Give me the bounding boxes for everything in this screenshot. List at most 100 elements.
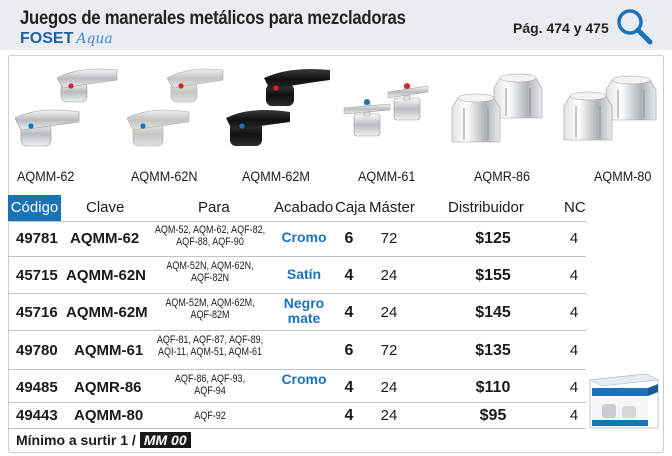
cell-clave: AQMM-62M bbox=[66, 304, 148, 321]
cell-acabado: Cromo bbox=[280, 230, 328, 245]
cell-para: AQF-81, AQF-87, AQF-89, AQI-11, AQM-51, … bbox=[149, 334, 272, 358]
cell-distribuidor: $110 bbox=[475, 379, 511, 396]
cell-master: 24 bbox=[380, 304, 398, 321]
cell-caja: 6 bbox=[344, 230, 354, 247]
product-label: AQMM-62M bbox=[242, 168, 310, 184]
cell-codigo: 45716 bbox=[16, 304, 58, 321]
para-line: AQF-88, AQF-90 bbox=[176, 236, 244, 248]
cell-nc: 4 bbox=[569, 267, 579, 284]
cell-codigo: 49485 bbox=[16, 379, 58, 396]
product-label: AQMM-62N bbox=[131, 168, 198, 184]
product-label: AQMM-61 bbox=[358, 168, 416, 184]
brand-logo: FOSET Aqua bbox=[20, 30, 113, 48]
row-divider bbox=[8, 428, 586, 429]
product-label: AQMM-80 bbox=[594, 168, 652, 184]
row-divider bbox=[8, 402, 586, 403]
page-reference: Pág. 474 y 475 bbox=[513, 20, 609, 36]
black-lever-image bbox=[226, 69, 330, 146]
para-line: AQF-82M bbox=[190, 309, 230, 321]
cell-nc: 4 bbox=[569, 304, 579, 321]
product-label: AQMR-86 bbox=[474, 168, 531, 184]
para-line: AQM-52N, AQM-62N, bbox=[166, 260, 254, 272]
product-aqmr-86: AQMR-86 bbox=[444, 56, 554, 191]
header-caja: Caja bbox=[335, 199, 366, 216]
cell-nc: 4 bbox=[569, 379, 579, 396]
cell-acabado: Negro mate bbox=[280, 296, 328, 326]
cell-master: 72 bbox=[380, 342, 398, 359]
price-table: Código Clave Para Acabado Caja Máster Di… bbox=[8, 195, 586, 430]
cell-distribuidor: $95 bbox=[479, 407, 507, 424]
acabado-line: Cromo bbox=[281, 229, 327, 245]
header-distribuidor: Distribuidor bbox=[448, 199, 524, 216]
para-line: AQF-92 bbox=[194, 410, 226, 422]
product-aqmm-80: AQMM-80 bbox=[554, 56, 664, 191]
cell-master: 24 bbox=[380, 267, 398, 284]
cell-nc: 4 bbox=[569, 407, 579, 424]
cell-clave: AQMM-62 bbox=[70, 230, 140, 247]
product-box-image bbox=[588, 373, 660, 429]
cell-caja: 4 bbox=[344, 407, 354, 424]
cell-codigo: 49443 bbox=[16, 407, 58, 424]
para-line: AQF-94 bbox=[194, 385, 226, 397]
header-acabado: Acabado bbox=[274, 199, 334, 216]
cell-clave: AQMM-61 bbox=[74, 342, 144, 359]
cell-caja: 4 bbox=[344, 304, 354, 321]
header-master: Máster bbox=[369, 199, 415, 216]
cell-nc: 4 bbox=[569, 230, 579, 247]
cell-codigo: 49781 bbox=[16, 230, 58, 247]
chrome-lever-image bbox=[14, 68, 118, 147]
acabado-line: mate bbox=[287, 310, 321, 326]
page-header: Juegos de manerales metálicos para mezcl… bbox=[0, 0, 672, 50]
row-divider bbox=[8, 369, 586, 370]
cell-distribuidor: $135 bbox=[475, 342, 511, 359]
row-divider bbox=[8, 256, 586, 257]
cell-para: AQM-52M, AQM-62M, AQF-82M bbox=[149, 297, 272, 321]
cell-clave: AQMM-62N bbox=[66, 267, 147, 284]
cell-codigo: 49780 bbox=[16, 342, 58, 359]
para-line: AQF-81, AQF-87, AQF-89, bbox=[156, 334, 264, 346]
cell-master: 24 bbox=[380, 407, 398, 424]
cell-para: AQF-92 bbox=[149, 410, 272, 422]
cell-para: AQF-86, AQF-93, AQF-94 bbox=[149, 373, 272, 397]
header-divider bbox=[8, 221, 586, 222]
header-clave: Clave bbox=[86, 199, 125, 216]
acabado-line: Negro bbox=[283, 295, 325, 311]
row-divider bbox=[8, 293, 586, 294]
search-icon[interactable] bbox=[614, 6, 654, 46]
product-aqmm-62: AQMM-62 bbox=[9, 56, 119, 191]
cell-nc: 4 bbox=[569, 342, 579, 359]
header-nc: NC bbox=[564, 199, 586, 216]
cell-acabado: Cromo bbox=[280, 372, 328, 387]
minimum-badge: MM 00 bbox=[139, 432, 191, 448]
header-codigo: Código bbox=[8, 195, 61, 221]
header-para: Para bbox=[198, 199, 230, 216]
para-line: AQM-52M, AQM-62M, bbox=[165, 297, 255, 309]
brand-name: FOSET bbox=[20, 30, 74, 47]
page-title: Juegos de manerales metálicos para mezcl… bbox=[20, 8, 406, 29]
para-line: AQF-86, AQF-93, bbox=[174, 373, 246, 385]
para-line: AQI-11, AQM-51, AQM-61 bbox=[157, 346, 263, 358]
cross-handle-image bbox=[343, 83, 429, 137]
cell-codigo: 45715 bbox=[16, 267, 58, 284]
product-label: AQMM-62 bbox=[17, 168, 75, 184]
round-knob-image bbox=[563, 75, 657, 141]
cell-distribuidor: $125 bbox=[475, 230, 511, 247]
cell-clave: AQMR-86 bbox=[74, 379, 142, 396]
cell-para: AQM-52, AQM-62, AQF-82, AQF-88, AQF-90 bbox=[149, 224, 272, 248]
cell-acabado: Satín bbox=[280, 267, 328, 282]
row-divider bbox=[8, 330, 586, 331]
cell-caja: 4 bbox=[344, 267, 354, 284]
product-aqmm-61: AQMM-61 bbox=[334, 56, 444, 191]
product-panel: AQMM-62 AQMM-62N bbox=[8, 55, 664, 453]
round-knob-image bbox=[451, 73, 543, 143]
cell-master: 24 bbox=[380, 379, 398, 396]
para-line: AQM-52, AQM-62, AQF-82, bbox=[154, 224, 266, 236]
product-aqmm-62n: AQMM-62N bbox=[119, 56, 229, 191]
cell-distribuidor: $155 bbox=[475, 267, 511, 284]
cell-distribuidor: $145 bbox=[475, 304, 511, 321]
brand-sub: Aqua bbox=[76, 31, 113, 47]
acabado-line: Satín bbox=[286, 266, 322, 282]
cell-clave: AQMM-80 bbox=[74, 407, 144, 424]
minimum-order: Mínimo a surtir 1 /MM 00 bbox=[16, 432, 191, 448]
cell-master: 72 bbox=[380, 230, 398, 247]
